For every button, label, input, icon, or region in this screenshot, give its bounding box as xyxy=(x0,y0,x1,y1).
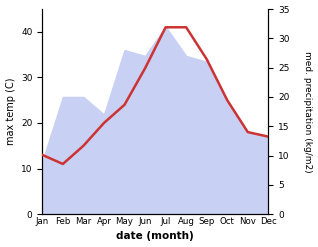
Y-axis label: med. precipitation (kg/m2): med. precipitation (kg/m2) xyxy=(303,51,313,172)
Y-axis label: max temp (C): max temp (C) xyxy=(5,78,16,145)
X-axis label: date (month): date (month) xyxy=(116,231,194,242)
